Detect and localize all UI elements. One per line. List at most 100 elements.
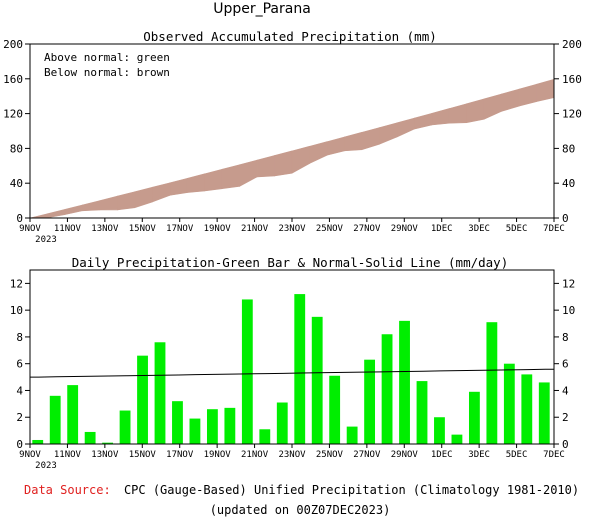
daily-normal-line bbox=[30, 368, 554, 378]
daily-bar bbox=[259, 429, 271, 444]
x-tick-label: 7DEC bbox=[543, 450, 565, 460]
below-normal-segment bbox=[134, 186, 153, 209]
below-normal-segment bbox=[169, 177, 188, 196]
x-tick-label: 27NOV bbox=[353, 450, 381, 460]
below-normal-segment bbox=[204, 168, 223, 192]
x-tick-label: 9NOV bbox=[19, 450, 41, 460]
legend-above-normal: Above normal: green bbox=[44, 51, 170, 64]
x-tick-label: 29NOV bbox=[391, 450, 419, 460]
below-normal-segment bbox=[256, 155, 275, 178]
below-normal-segment bbox=[117, 191, 136, 211]
x-tick-label: 15NOV bbox=[129, 224, 157, 234]
daily-bar bbox=[102, 442, 114, 444]
x-tick-label: 19NOV bbox=[204, 224, 232, 234]
daily-bar bbox=[32, 439, 44, 444]
daily-bar bbox=[276, 402, 288, 444]
daily-bar bbox=[172, 401, 183, 444]
daily-chart-title: Daily Precipitation-Green Bar & Normal-S… bbox=[72, 255, 509, 270]
daily-axes: 0 0 2 2 4 4 6 6 8 8 10 10 12 12 9NOV 11NOV 13NOV 15NOV 17N… bbox=[10, 277, 576, 471]
daily-bar bbox=[206, 409, 218, 444]
below-normal-segment bbox=[239, 159, 258, 187]
daily-bar bbox=[137, 355, 148, 444]
accumulated-chart-title: Observed Accumulated Precipitation (mm) bbox=[143, 29, 437, 44]
y-tick-label-right: 12 bbox=[562, 277, 575, 290]
below-normal-segment bbox=[413, 112, 433, 130]
below-normal-segment bbox=[326, 136, 345, 156]
daily-bar bbox=[49, 395, 61, 444]
x-tick-label: 25NOV bbox=[316, 224, 344, 234]
below-normal-segment bbox=[186, 173, 205, 193]
y-tick-label-left: 2 bbox=[16, 411, 23, 424]
daily-bar bbox=[503, 363, 515, 444]
daily-bar bbox=[241, 299, 253, 444]
daily-bar bbox=[416, 381, 428, 444]
footer-source: Data Source: CPC (Gauge-Based) Unified P… bbox=[24, 483, 579, 497]
x-tick-label: 21NOV bbox=[241, 224, 269, 234]
daily-bar bbox=[84, 431, 96, 444]
y-tick-label-left: 40 bbox=[10, 177, 23, 190]
daily-bar bbox=[434, 417, 445, 444]
daily-bar bbox=[468, 391, 480, 444]
accumulated-axes: 0 0 40 40 80 80 120 120 160 160 200 200 9NOV 11NOV 13N… bbox=[3, 38, 582, 245]
daily-bar bbox=[294, 294, 306, 444]
daily-bar bbox=[451, 434, 463, 444]
daily-bar bbox=[521, 374, 533, 444]
below-normal-segment bbox=[344, 131, 363, 152]
x-tick-label: 3DEC bbox=[468, 450, 490, 460]
x-tick-label: 25NOV bbox=[316, 450, 344, 460]
y-tick-label-right: 120 bbox=[562, 108, 582, 121]
y-tick-label-right: 160 bbox=[562, 73, 582, 86]
daily-bar bbox=[329, 375, 341, 444]
x-tick-label: 21NOV bbox=[241, 450, 269, 460]
below-normal-segment bbox=[501, 88, 520, 112]
accumulated-chart: Observed Accumulated Precipitation (mm) … bbox=[3, 29, 582, 245]
y-tick-label-right: 10 bbox=[562, 304, 575, 317]
daily-bar bbox=[486, 322, 498, 444]
below-normal-segment bbox=[361, 127, 380, 151]
daily-bar bbox=[364, 359, 376, 444]
y-tick-label-left: 160 bbox=[3, 73, 23, 86]
daily-bar bbox=[381, 334, 393, 444]
x-tick-label: 5DEC bbox=[506, 224, 528, 234]
below-normal-segment bbox=[396, 117, 415, 138]
footer-source-text: CPC (Gauge-Based) Unified Precipitation … bbox=[124, 483, 579, 497]
below-normal-segment bbox=[431, 108, 450, 126]
below-normal-segment bbox=[466, 98, 485, 124]
daily-bar bbox=[311, 316, 323, 444]
below-normal-segment bbox=[274, 150, 293, 177]
below-normal-segment bbox=[309, 141, 328, 165]
y-tick-label-right: 6 bbox=[562, 358, 569, 371]
below-normal-segment bbox=[291, 145, 310, 174]
x-tick-label: 29NOV bbox=[391, 224, 419, 234]
x-tick-label: 11NOV bbox=[54, 224, 82, 234]
below-normal-segment bbox=[518, 83, 537, 107]
y-tick-label-right: 0 bbox=[562, 212, 569, 225]
below-normal-segment bbox=[151, 182, 171, 203]
below-normal-segment bbox=[47, 209, 66, 219]
y-tick-label-right: 4 bbox=[562, 384, 569, 397]
y-tick-label-right: 0 bbox=[562, 438, 569, 451]
x-year-label: 2023 bbox=[35, 461, 57, 471]
below-normal-segment bbox=[379, 122, 398, 145]
daily-chart: Daily Precipitation-Green Bar & Normal-S… bbox=[10, 255, 576, 471]
y-tick-label-left: 200 bbox=[3, 38, 23, 51]
y-tick-label-left: 4 bbox=[16, 384, 23, 397]
y-tick-label-right: 80 bbox=[562, 142, 575, 155]
below-normal-segment bbox=[448, 103, 467, 124]
y-tick-label-left: 80 bbox=[10, 142, 23, 155]
below-normal-segment bbox=[64, 204, 83, 215]
daily-bar-layer bbox=[32, 294, 550, 444]
x-tick-label: 13NOV bbox=[91, 450, 119, 460]
below-normal-segment bbox=[29, 213, 48, 219]
below-normal-segment bbox=[536, 78, 555, 102]
footer-source-label: Data Source: bbox=[24, 483, 111, 497]
daily-bar bbox=[224, 407, 236, 444]
x-tick-label: 3DEC bbox=[468, 224, 490, 234]
y-tick-label-left: 10 bbox=[10, 304, 23, 317]
x-tick-label: 19NOV bbox=[204, 450, 232, 460]
below-normal-segment bbox=[221, 164, 240, 190]
figure-title: Upper_Parana bbox=[213, 1, 311, 17]
y-tick-label-left: 6 bbox=[16, 358, 23, 371]
daily-bar bbox=[154, 342, 166, 444]
